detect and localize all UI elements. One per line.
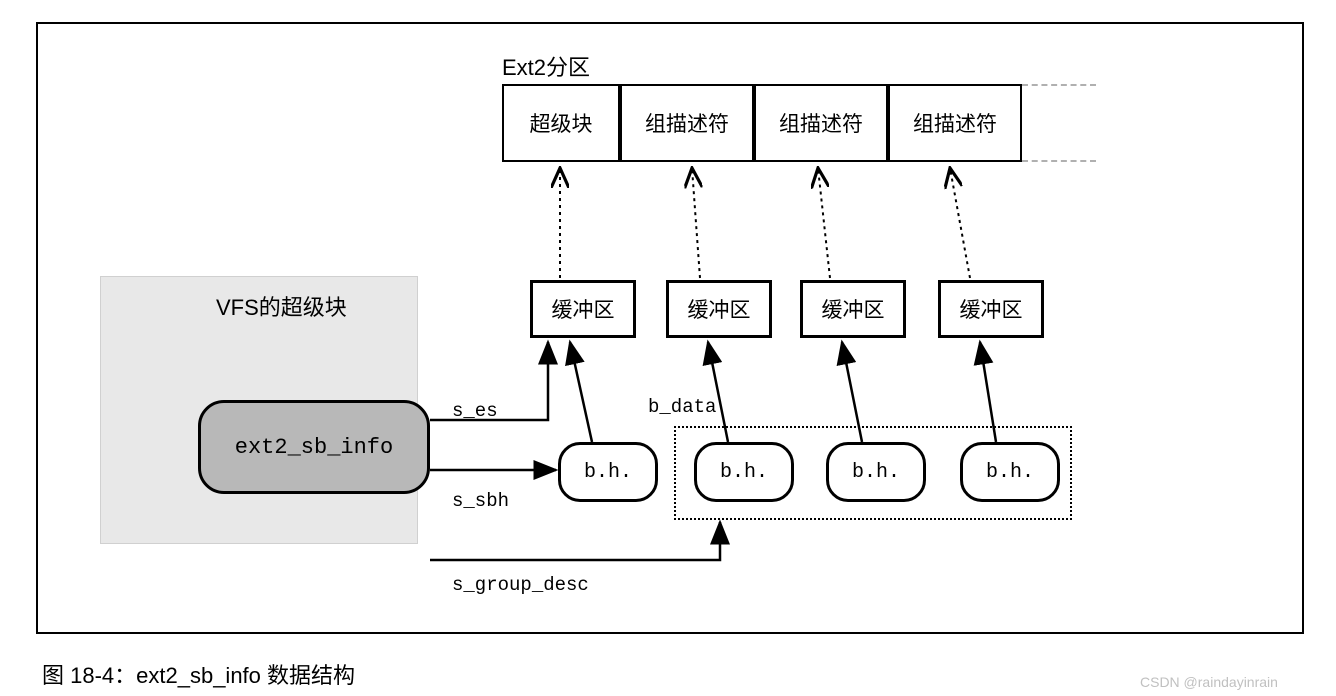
vfs-label: VFS的超级块 (216, 290, 347, 322)
buffer-box-0: 缓冲区 (530, 280, 636, 338)
edge-label-s-group-desc: s_group_desc (452, 574, 589, 596)
partition-cell-label: 组描述符 (913, 108, 997, 138)
partition-cell-groupdesc-1: 组描述符 (620, 84, 754, 162)
partition-cell-label: 组描述符 (779, 108, 863, 138)
watermark: CSDN @raindayinrain (1140, 674, 1278, 690)
bh-label: b.h. (986, 461, 1034, 484)
buffer-label: 缓冲区 (822, 294, 885, 324)
partition-cell-label: 超级块 (530, 108, 593, 138)
partition-trail (1022, 84, 1096, 162)
partition-cell-superblock: 超级块 (502, 84, 620, 162)
partition-cell-groupdesc-2: 组描述符 (754, 84, 888, 162)
edge-label-s-es: s_es (452, 400, 498, 422)
buffer-label: 缓冲区 (960, 294, 1023, 324)
edge-label-s-sbh: s_sbh (452, 490, 509, 512)
bh-node-0: b.h. (558, 442, 658, 502)
buffer-label: 缓冲区 (552, 294, 615, 324)
bh-node-2: b.h. (826, 442, 926, 502)
bh-label: b.h. (852, 461, 900, 484)
ext2-sb-info-node: ext2_sb_info (198, 400, 430, 494)
buffer-label: 缓冲区 (688, 294, 751, 324)
partition-title: Ext2分区 (502, 50, 590, 82)
buffer-box-1: 缓冲区 (666, 280, 772, 338)
sbinfo-label: ext2_sb_info (235, 435, 393, 460)
edge-label-b-data: b_data (648, 396, 716, 418)
bh-node-1: b.h. (694, 442, 794, 502)
partition-cell-groupdesc-3: 组描述符 (888, 84, 1022, 162)
buffer-box-2: 缓冲区 (800, 280, 906, 338)
buffer-box-3: 缓冲区 (938, 280, 1044, 338)
bh-label: b.h. (720, 461, 768, 484)
bh-node-3: b.h. (960, 442, 1060, 502)
bh-label: b.h. (584, 461, 632, 484)
partition-cell-label: 组描述符 (645, 108, 729, 138)
figure-caption: 图 18-4：ext2_sb_info 数据结构 (42, 658, 355, 690)
